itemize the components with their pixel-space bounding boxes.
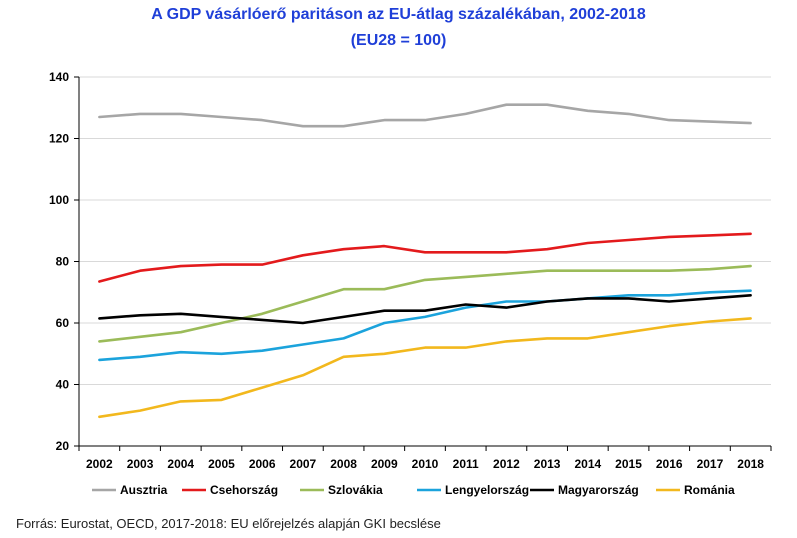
x-tick-label: 2010 — [412, 457, 439, 471]
series-line-románia — [98, 317, 752, 419]
y-tick-label: 20 — [56, 439, 70, 453]
series-line-magyarország — [98, 293, 752, 325]
x-tick-label: 2002 — [86, 457, 113, 471]
y-tick-label: 60 — [56, 316, 70, 330]
legend-label: Magyarország — [558, 483, 639, 497]
y-tick-label: 80 — [56, 255, 70, 269]
series-line-szlovákia — [98, 264, 752, 343]
x-tick-label: 2004 — [167, 457, 194, 471]
line-chart: 20 40 60 80 100 120 140 2002 2003 2004 2005 2006 200… — [49, 70, 772, 497]
legend-label: Lengyelország — [445, 483, 529, 497]
x-tick-label: 2008 — [330, 457, 357, 471]
series-line-lengyelország — [98, 289, 752, 362]
legend-label: Csehország — [210, 483, 278, 497]
x-tick-label: 2013 — [534, 457, 561, 471]
x-tick-label: 2018 — [737, 457, 764, 471]
x-tick-label: 2005 — [208, 457, 235, 471]
x-tick-label: 2009 — [371, 457, 398, 471]
x-tick-label: 2016 — [656, 457, 683, 471]
series-line-csehország — [98, 232, 752, 283]
y-tick-label: 40 — [56, 378, 70, 392]
series-line-ausztria — [98, 103, 752, 128]
legend-label: Románia — [684, 483, 735, 497]
y-tick-label: 140 — [49, 70, 69, 84]
y-tick-label: 120 — [49, 132, 69, 146]
y-tick-label: 100 — [49, 193, 69, 207]
x-tick-label: 2014 — [574, 457, 601, 471]
source-note: Forrás: Eurostat, OECD, 2017-2018: EU el… — [16, 516, 441, 531]
x-tick-label: 2011 — [453, 457, 479, 471]
chart-subtitle: (EU28 = 100) — [350, 32, 447, 49]
x-tick-label: 2006 — [249, 457, 276, 471]
x-tick-label: 2015 — [615, 457, 642, 471]
chart-title: A GDP vásárlóerő paritáson az EU-átlag s… — [151, 6, 646, 23]
x-tick-label: 2012 — [493, 457, 520, 471]
legend-label: Ausztria — [120, 483, 168, 497]
x-tick-label: 2003 — [127, 457, 154, 471]
legend-label: Szlovákia — [328, 483, 383, 497]
x-tick-label: 2007 — [290, 457, 317, 471]
x-tick-label: 2017 — [697, 457, 724, 471]
